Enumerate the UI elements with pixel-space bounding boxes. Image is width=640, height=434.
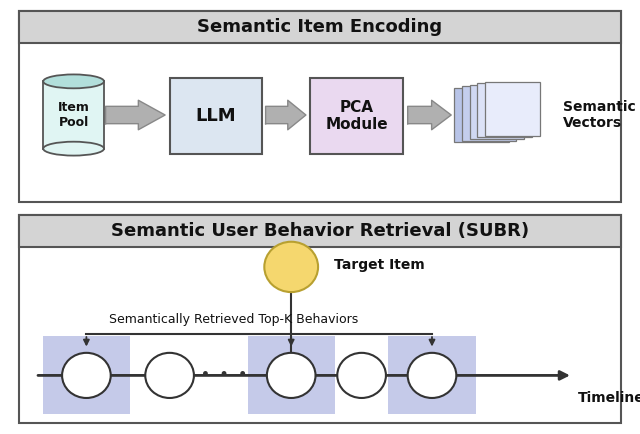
Ellipse shape bbox=[267, 353, 316, 398]
Polygon shape bbox=[408, 100, 451, 130]
Ellipse shape bbox=[145, 353, 194, 398]
Text: Semantic Item Encoding: Semantic Item Encoding bbox=[197, 18, 443, 36]
Bar bbox=[477, 83, 532, 138]
Bar bbox=[388, 336, 476, 414]
Bar bbox=[19, 215, 621, 247]
Text: Item
Pool: Item Pool bbox=[58, 101, 90, 129]
Bar bbox=[19, 11, 621, 43]
Text: Semantically Retrieved Top-K Behaviors: Semantically Retrieved Top-K Behaviors bbox=[109, 312, 358, 326]
Ellipse shape bbox=[337, 353, 386, 398]
Text: PCA
Module: PCA Module bbox=[326, 100, 388, 132]
Bar bbox=[462, 86, 516, 141]
Bar bbox=[19, 11, 621, 43]
Polygon shape bbox=[106, 100, 165, 130]
Text: LLM: LLM bbox=[196, 107, 236, 125]
Bar bbox=[170, 78, 262, 154]
Bar bbox=[248, 336, 335, 414]
Bar bbox=[44, 82, 104, 149]
Text: Target Item: Target Item bbox=[334, 258, 425, 272]
Bar bbox=[310, 78, 403, 154]
Ellipse shape bbox=[408, 353, 456, 398]
Polygon shape bbox=[266, 100, 306, 130]
Bar bbox=[19, 215, 621, 423]
Ellipse shape bbox=[44, 141, 104, 156]
Bar bbox=[470, 85, 524, 139]
Bar bbox=[19, 215, 621, 247]
Ellipse shape bbox=[44, 75, 104, 89]
Text: Semantic User Behavior Retrieval (SUBR): Semantic User Behavior Retrieval (SUBR) bbox=[111, 222, 529, 240]
Bar bbox=[43, 336, 130, 414]
Bar bbox=[19, 11, 621, 202]
Text: •  •  •: • • • bbox=[201, 368, 247, 382]
Bar bbox=[454, 88, 509, 142]
Text: Semantic
Vectors: Semantic Vectors bbox=[563, 100, 636, 130]
Text: Timeline: Timeline bbox=[578, 391, 640, 405]
Bar bbox=[485, 82, 540, 136]
Ellipse shape bbox=[62, 353, 111, 398]
Ellipse shape bbox=[264, 242, 318, 292]
